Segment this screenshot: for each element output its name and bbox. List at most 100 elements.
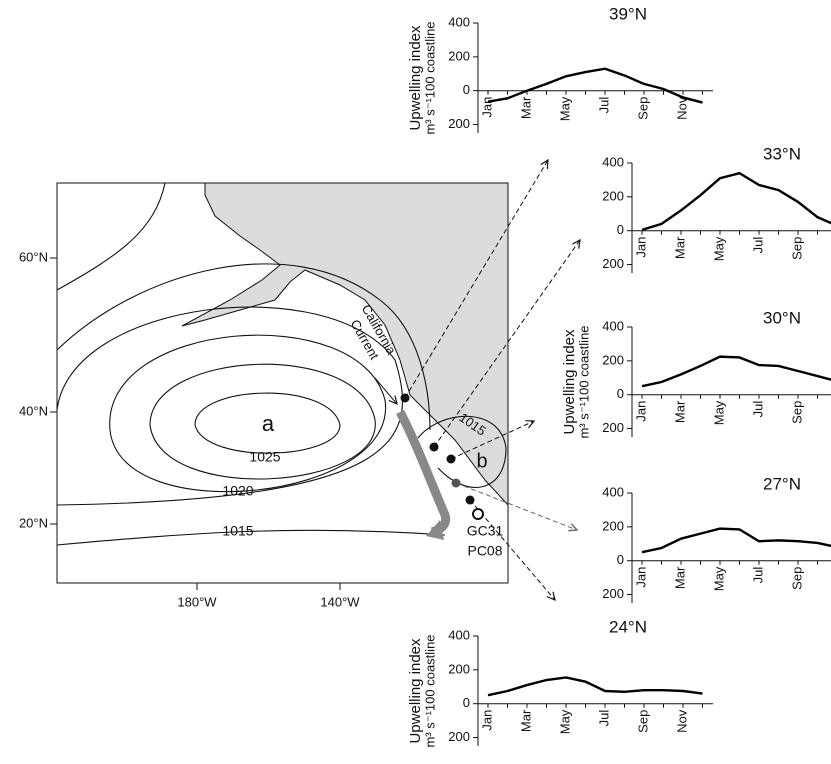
y-tick-label: 0 <box>617 222 624 237</box>
y-axis-label: m³ s⁻¹100 coastline <box>576 325 591 438</box>
high-label: a <box>262 411 275 436</box>
x-tick-label: Nov <box>828 236 831 260</box>
y-tick-label: 200 <box>602 188 624 203</box>
x-tick-label: Sep <box>789 237 804 260</box>
x-tick-label: Mar <box>672 566 687 589</box>
y-tick-label: 400 <box>448 627 470 642</box>
site-dot <box>400 393 410 403</box>
lat-label: 60°N <box>19 249 48 264</box>
x-tick-label: Sep <box>635 97 650 120</box>
lat-label: 20°N <box>19 515 48 530</box>
x-tick-label: May <box>711 566 726 591</box>
x-tick-label: Jul <box>596 97 611 114</box>
isobar <box>56 182 166 291</box>
y-axis-label: m³ s⁻¹100 coastline <box>422 634 437 747</box>
x-tick-label: Sep <box>789 567 804 590</box>
lon-label: 180°W <box>177 594 217 609</box>
x-tick-label: May <box>557 709 572 734</box>
line <box>641 527 831 554</box>
isobar <box>194 392 341 454</box>
site-core <box>472 508 484 520</box>
current-arrowhead <box>426 520 444 540</box>
land <box>181 182 509 507</box>
line <box>487 67 703 104</box>
y-tick-label: 200 <box>602 256 624 271</box>
y-tick-label: 400 <box>602 484 624 499</box>
x-tick-label: Jan <box>633 567 648 588</box>
site-label: GC31 <box>467 523 504 539</box>
link-arrow <box>455 482 577 530</box>
y-tick-label: 400 <box>602 318 624 333</box>
x-tick-label: Jul <box>750 237 765 254</box>
x-tick-label: Sep <box>789 401 804 424</box>
site-dot <box>429 442 439 452</box>
y-tick-label: 400 <box>602 154 624 169</box>
y-tick-label: 0 <box>617 552 624 567</box>
x-tick-label: Mar <box>518 709 533 732</box>
isobar <box>149 363 376 480</box>
isobar <box>56 263 431 431</box>
x-tick-label: Nov <box>828 400 831 424</box>
site-dot <box>446 454 456 464</box>
link-arrow <box>469 499 555 600</box>
site-dot <box>451 478 461 488</box>
isobar-label: 1025 <box>249 449 280 465</box>
y-axis-label: Upwelling index <box>561 329 578 435</box>
x-tick-label: Nov <box>674 709 689 733</box>
isobar <box>417 415 507 489</box>
x-tick-label: Jan <box>633 401 648 422</box>
map: 60°N 40°N 20°N 180°W 140°W a b 1025 1020… <box>19 160 580 609</box>
link-arrow <box>433 240 580 448</box>
y-tick-label: 0 <box>463 695 470 710</box>
x-tick-label: May <box>711 236 726 261</box>
label-arrow <box>374 377 397 404</box>
lat-label: 40°N <box>19 403 48 418</box>
isobar <box>56 306 404 506</box>
chart-title: 30°N <box>763 308 801 327</box>
y-axis-label: m³ s⁻¹100 coastline <box>422 21 437 134</box>
x-tick-label: Jan <box>633 237 648 258</box>
y-tick-label: 200 <box>602 586 624 601</box>
line <box>487 676 703 697</box>
y-tick-label: 200 <box>602 420 624 435</box>
y-axis-label: Upwelling index <box>407 25 424 131</box>
line <box>641 355 831 388</box>
y-tick-label: 200 <box>448 48 470 63</box>
x-tick-label: Jul <box>596 710 611 727</box>
y-tick-label: 200 <box>602 518 624 533</box>
x-tick-label: Nov <box>828 566 831 590</box>
y-tick-label: 200 <box>448 116 470 131</box>
y-tick-label: 200 <box>448 729 470 744</box>
site-label: PC08 <box>467 543 502 559</box>
link-arrow <box>450 421 534 460</box>
y-axis-label: Upwelling index <box>407 638 424 744</box>
low-label: b <box>476 450 487 472</box>
y-tick-label: 0 <box>617 386 624 401</box>
x-tick-label: Jan <box>479 710 494 731</box>
y-tick-label: 400 <box>448 14 470 29</box>
x-tick-label: May <box>711 400 726 425</box>
chart-title: 33°N <box>763 144 801 163</box>
chart-title: 24°N <box>609 617 647 636</box>
lon-label: 140°W <box>320 594 360 609</box>
x-tick-label: Sep <box>635 710 650 733</box>
x-tick-label: Mar <box>672 236 687 259</box>
y-tick-label: 0 <box>463 82 470 97</box>
x-tick-label: Jul <box>750 567 765 584</box>
x-tick-label: Mar <box>518 96 533 119</box>
chart-title: 27°N <box>763 474 801 493</box>
chart-title: 39°N <box>609 4 647 23</box>
x-tick-label: Nov <box>674 96 689 120</box>
link-arrow <box>404 160 548 399</box>
isobar <box>109 334 386 493</box>
isobar <box>56 529 446 546</box>
x-tick-label: Jul <box>750 401 765 418</box>
line <box>641 171 831 231</box>
site-dot <box>465 495 475 505</box>
x-tick-label: May <box>557 96 572 121</box>
y-tick-label: 200 <box>602 352 624 367</box>
y-tick-label: 200 <box>448 661 470 676</box>
isobar-label: 1015 <box>222 523 253 539</box>
isobar-label: 1020 <box>222 483 253 499</box>
